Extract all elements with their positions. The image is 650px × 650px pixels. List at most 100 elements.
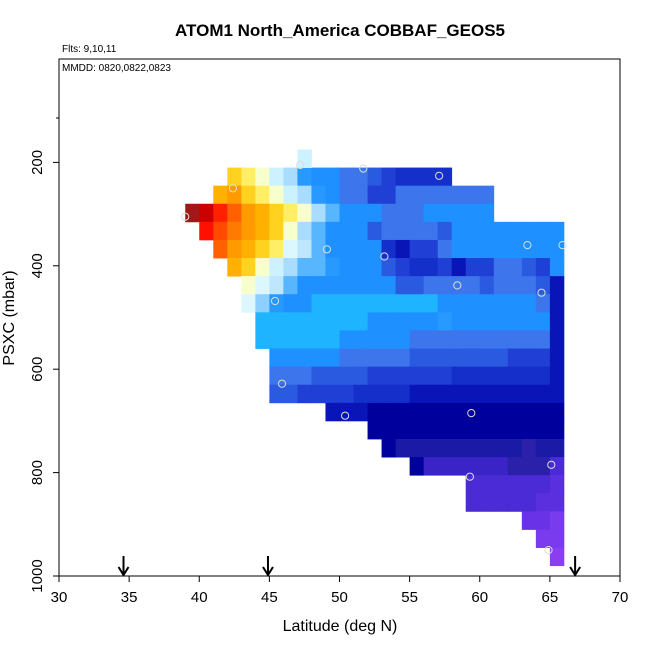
heatmap-cell	[423, 457, 439, 476]
heatmap-cell	[269, 276, 284, 295]
heatmap-cell	[395, 312, 411, 331]
heatmap-cell	[409, 276, 425, 295]
heatmap-cell	[283, 185, 298, 205]
heatmap-cell	[339, 203, 354, 223]
heatmap-cell	[479, 402, 495, 422]
heatmap-cell	[465, 457, 481, 476]
heatmap-cell	[521, 330, 537, 349]
heatmap-cell	[409, 185, 425, 205]
heatmap-cell	[521, 402, 537, 422]
heatmap-cell	[549, 511, 565, 530]
heatmap-cell	[325, 167, 340, 187]
heatmap-cell	[395, 185, 411, 205]
heatmap-cell	[549, 493, 565, 512]
x-axis: 30 35 40 45 50 55 60 65 70	[51, 576, 628, 606]
heatmap-cell	[367, 402, 382, 422]
observation-points	[181, 160, 567, 555]
heatmap-cell	[535, 493, 551, 512]
x-axis-label: Latitude (deg N)	[283, 618, 398, 635]
heatmap-cell	[535, 384, 551, 404]
heatmap-cell	[479, 420, 495, 440]
heatmap-cell	[507, 239, 523, 259]
heatmap-cell	[325, 276, 340, 295]
heatmap-cell	[325, 239, 340, 259]
heatmap-cell	[535, 439, 551, 458]
heatmap-cell	[549, 276, 565, 295]
heatmap-cell	[507, 457, 523, 476]
heatmap-cell	[493, 402, 509, 422]
heatmap-cell	[311, 258, 326, 277]
heatmap-cell	[437, 185, 453, 205]
heatmap-cell	[535, 294, 551, 313]
heatmap-cell	[521, 294, 537, 313]
heatmap-cell	[465, 348, 481, 368]
heatmap-cell	[549, 366, 565, 386]
heatmap-cell	[437, 312, 453, 331]
heatmap-cell	[493, 439, 509, 458]
heatmap-cell	[507, 384, 523, 404]
y-axis-label: PSXC (mbar)	[1, 270, 18, 365]
heatmap-cell	[409, 330, 425, 349]
heatmap-cell	[353, 402, 368, 422]
heatmap-cell	[535, 420, 551, 440]
heatmap-cell	[535, 529, 551, 548]
heatmap-cell	[269, 384, 284, 404]
heatmap-cell	[381, 276, 396, 295]
heatmap-cell	[311, 294, 326, 313]
heatmap-cell	[339, 366, 354, 386]
heatmap-cell	[451, 384, 467, 404]
heatmap-cell	[283, 384, 298, 404]
heatmap-cell	[269, 294, 284, 313]
heatmap-cell	[507, 312, 523, 331]
heatmap-cell	[437, 203, 453, 223]
heatmap-cell	[395, 348, 411, 368]
heatmap-cell	[521, 420, 537, 440]
heatmap-cell	[213, 239, 228, 259]
heatmap-cell	[283, 276, 298, 295]
y-tick-label: 1000	[29, 559, 46, 592]
heatmap-cell	[507, 402, 523, 422]
heatmap-cell	[479, 221, 495, 241]
heatmap-cell	[507, 276, 523, 295]
heatmap-cell	[437, 439, 453, 458]
heatmap-cell	[353, 312, 368, 331]
heatmap-cell	[521, 239, 537, 259]
heatmap-cell	[451, 366, 467, 386]
heatmap-cell	[493, 330, 509, 349]
heatmap-cell	[353, 167, 368, 187]
heatmap-cell	[353, 330, 368, 349]
heatmap-cell	[493, 294, 509, 313]
heatmap-cell	[311, 366, 326, 386]
chart-title: ATOM1 North_America COBBAF_GEOS5	[175, 21, 505, 40]
heatmap-cell	[479, 348, 495, 368]
heatmap-cell	[395, 167, 411, 187]
heatmap-cell	[381, 402, 396, 422]
heatmap-cell	[381, 203, 396, 223]
heatmap-cell	[339, 330, 354, 349]
heatmap-cell	[465, 420, 481, 440]
heatmap-cell	[507, 221, 523, 241]
heatmap-cell	[465, 239, 481, 259]
heatmap-cell	[395, 258, 411, 277]
heatmap-cell	[437, 457, 453, 476]
heatmap-cell	[353, 185, 368, 205]
heatmap-cell	[465, 312, 481, 331]
heatmap-cell	[493, 384, 509, 404]
heatmap-cell	[325, 203, 340, 223]
heatmap-cell	[297, 366, 312, 386]
heatmap-cell	[325, 185, 340, 205]
observation-point	[467, 409, 476, 418]
heatmap-cell	[479, 276, 495, 295]
heatmap-cell	[395, 366, 411, 386]
heatmap-cell	[395, 420, 411, 440]
heatmap-cell	[437, 221, 453, 241]
heatmap-cell	[255, 258, 270, 277]
y-tick-label: 200	[29, 150, 46, 175]
heatmap-cell	[297, 348, 312, 368]
heatmap-cell	[479, 203, 495, 223]
heatmap-cell	[521, 475, 537, 494]
heatmap-cell	[479, 185, 495, 205]
heatmap-cell	[465, 330, 481, 349]
heatmap-cell	[423, 384, 439, 404]
heatmap-cell	[549, 439, 565, 458]
